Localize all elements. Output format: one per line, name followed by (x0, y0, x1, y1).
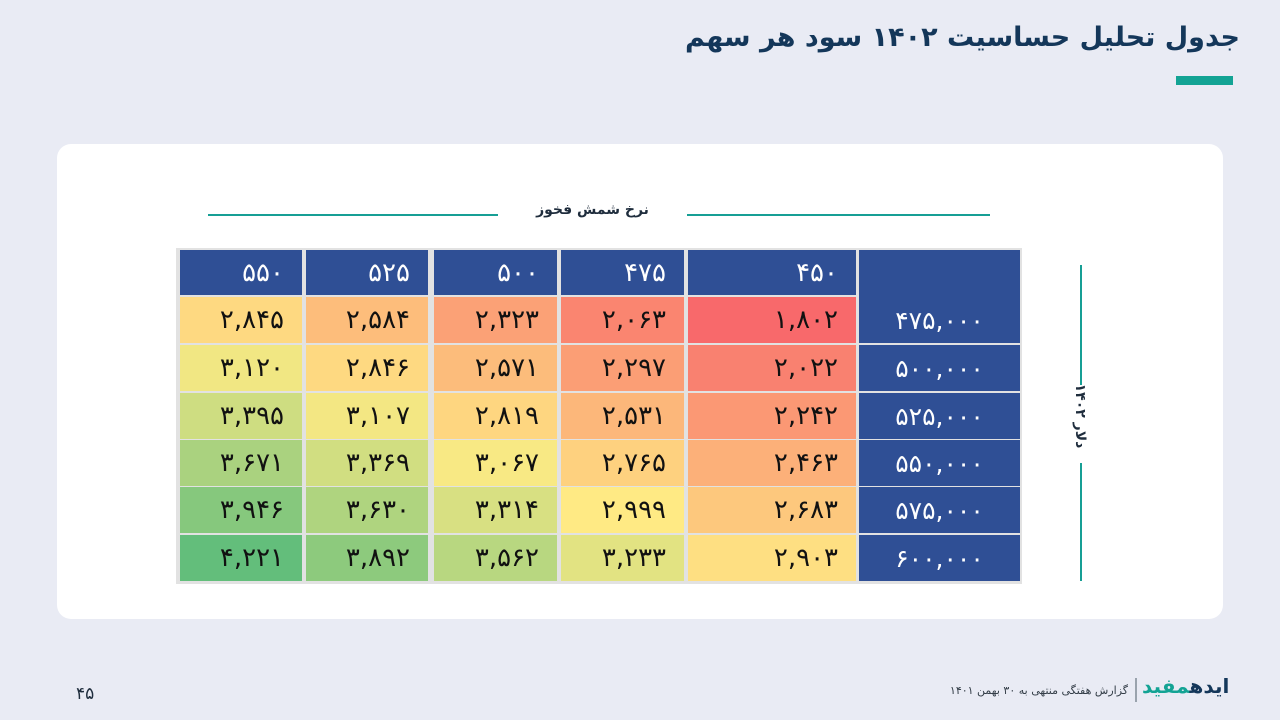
table-cell: ۲,۸۱۹ (434, 393, 557, 439)
row-header: ۵۷۵,۰۰۰ (859, 487, 1020, 533)
table-corner-cell (859, 250, 1020, 295)
table-cell: ۳,۱۰۷ (306, 393, 428, 439)
table-cell: ۳,۳۱۴ (434, 487, 557, 533)
row-header: ۵۲۵,۰۰۰ (859, 393, 1020, 439)
sensitivity-table: ۴۵۰ ۴۷۵ ۵۰۰ ۵۲۵ ۵۵۰ ۴۷۵,۰۰۰ ۱,۸۰۲ ۲,۰۶۳ ۲,۳۲۳ ۲,۵… (176, 248, 1022, 584)
table-cell: ۲,۸۴۶ (306, 345, 428, 391)
col-header: ۴۷۵ (561, 250, 684, 295)
col-axis-line-left (208, 214, 498, 216)
row-header: ۶۰۰,۰۰۰ (859, 535, 1020, 581)
table-cell: ۳,۵۶۲ (434, 535, 557, 581)
table-cell: ۳,۹۴۶ (180, 487, 302, 533)
table-cell: ۲,۹۰۳ (688, 535, 856, 581)
col-header: ۴۵۰ (688, 250, 856, 295)
table-cell: ۴,۲۲۱ (180, 535, 302, 581)
title-accent-bar (1176, 76, 1233, 85)
table-cell: ۲,۷۶۵ (561, 440, 684, 486)
col-header: ۵۵۰ (180, 250, 302, 295)
table-cell: ۲,۹۹۹ (561, 487, 684, 533)
table-cell: ۳,۶۳۰ (306, 487, 428, 533)
table-cell: ۳,۲۳۳ (561, 535, 684, 581)
footer-separator (1135, 678, 1137, 702)
col-header: ۵۰۰ (434, 250, 557, 295)
table-cell: ۱,۸۰۲ (688, 297, 856, 343)
table-cell: ۲,۲۹۷ (561, 345, 684, 391)
table-cell: ۲,۵۷۱ (434, 345, 557, 391)
table-cell: ۲,۶۸۳ (688, 487, 856, 533)
col-axis-title: نرخ شمش فخوز (536, 202, 649, 218)
row-axis-title: دلار ۱۴۰۲ (1072, 383, 1088, 449)
table-cell: ۲,۲۴۲ (688, 393, 856, 439)
table-cell: ۲,۵۳۱ (561, 393, 684, 439)
table-cell: ۳,۶۷۱ (180, 440, 302, 486)
logo-text-accent: مفید (1142, 674, 1190, 698)
footer-caption: گزارش هفتگی منتهی به ۳۰ بهمن ۱۴۰۱ (949, 684, 1128, 697)
row-header: ۵۵۰,۰۰۰ (859, 440, 1020, 486)
table-cell: ۲,۰۲۲ (688, 345, 856, 391)
table-cell: ۳,۰۶۷ (434, 440, 557, 486)
table-cell: ۲,۰۶۳ (561, 297, 684, 343)
table-cell: ۲,۸۴۵ (180, 297, 302, 343)
page-number: ۴۵ (76, 684, 95, 704)
table-cell: ۳,۳۶۹ (306, 440, 428, 486)
col-axis-line-right (687, 214, 990, 216)
col-header: ۵۲۵ (306, 250, 428, 295)
row-header-gap (859, 295, 1020, 297)
footer-logo: ایدهمفید (1142, 674, 1229, 698)
table-cell: ۲,۴۶۳ (688, 440, 856, 486)
table-cell: ۲,۵۸۴ (306, 297, 428, 343)
table-cell: ۳,۳۹۵ (180, 393, 302, 439)
table-cell: ۳,۸۹۲ (306, 535, 428, 581)
table-cell: ۲,۳۲۳ (434, 297, 557, 343)
row-header: ۴۷۵,۰۰۰ (859, 297, 1020, 343)
row-axis-line-top (1080, 265, 1082, 385)
row-header: ۵۰۰,۰۰۰ (859, 345, 1020, 391)
table-cell: ۳,۱۲۰ (180, 345, 302, 391)
page-title: جدول تحلیل حساسیت ۱۴۰۲ سود هر سهم (685, 22, 1240, 53)
row-axis-line-bottom (1080, 463, 1082, 581)
logo-text-dark: ایده (1189, 674, 1230, 698)
